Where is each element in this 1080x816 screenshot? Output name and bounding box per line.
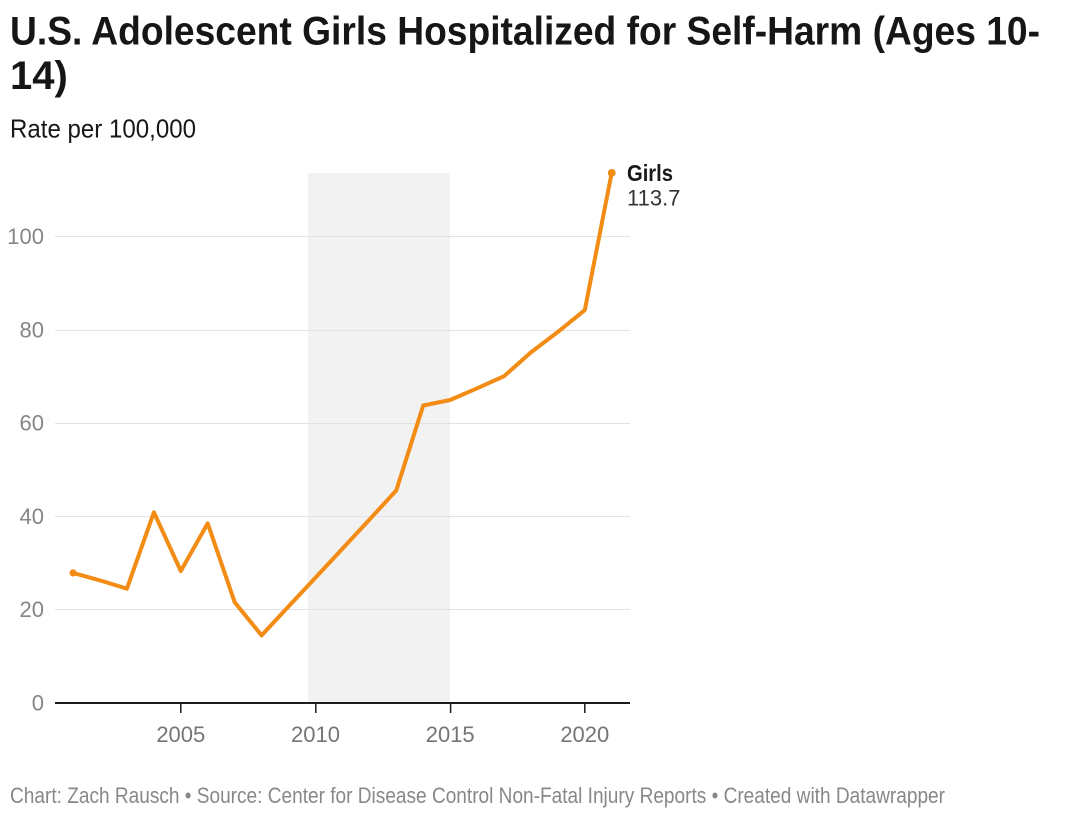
svg-text:0: 0 [32, 691, 44, 716]
svg-text:2010: 2010 [291, 722, 340, 747]
svg-text:100: 100 [7, 224, 44, 249]
svg-text:Chart: Zach Rausch • Source: C: Chart: Zach Rausch • Source: Center for … [10, 783, 945, 808]
svg-text:113.7: 113.7 [627, 186, 680, 211]
svg-text:40: 40 [20, 504, 44, 529]
svg-text:U.S. Adolescent Girls Hospital: U.S. Adolescent Girls Hospitalized for S… [10, 10, 1040, 54]
svg-text:80: 80 [20, 318, 44, 343]
svg-text:2020: 2020 [560, 722, 609, 747]
svg-text:Rate per 100,000: Rate per 100,000 [10, 113, 196, 143]
svg-text:60: 60 [20, 411, 44, 436]
svg-text:2005: 2005 [156, 722, 205, 747]
svg-text:14): 14) [10, 54, 68, 98]
svg-text:20: 20 [20, 597, 44, 622]
svg-text:2015: 2015 [426, 722, 475, 747]
svg-text:Girls: Girls [627, 160, 673, 186]
